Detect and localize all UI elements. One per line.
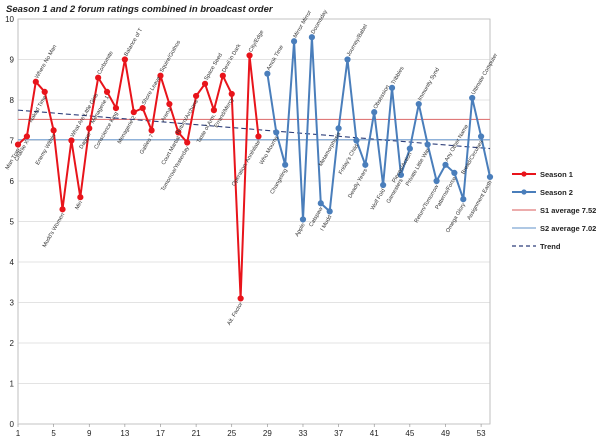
legend-marker — [521, 171, 527, 177]
x-tick-label: 45 — [405, 429, 414, 438]
data-point — [308, 34, 315, 41]
legend-entry: Season 2 — [512, 188, 573, 197]
data-point — [166, 100, 173, 108]
legend-label: S2 average 7.02 — [540, 224, 596, 233]
data-point — [228, 90, 235, 98]
data-point — [335, 125, 342, 132]
x-tick-label: 5 — [51, 429, 56, 438]
data-point — [273, 129, 280, 136]
x-tick-label: 13 — [120, 429, 129, 438]
data-point — [112, 105, 120, 112]
data-point — [486, 173, 494, 181]
data-point — [121, 56, 128, 63]
data-point — [68, 137, 75, 144]
series-line — [17, 55, 260, 299]
data-point — [290, 38, 298, 45]
y-tick-label: 10 — [5, 15, 14, 24]
data-point — [193, 92, 200, 100]
y-tick-label: 3 — [10, 299, 15, 308]
x-tick-label: 53 — [477, 429, 486, 438]
data-point — [210, 107, 218, 114]
legend-entry: Trend — [512, 242, 561, 251]
y-tick-label: 1 — [10, 380, 15, 389]
y-tick-label: 4 — [10, 258, 15, 267]
data-point — [103, 88, 111, 96]
y-tick-label: 0 — [10, 420, 15, 429]
legend-label: S1 average 7.52 — [540, 206, 596, 215]
data-point — [388, 84, 396, 91]
data-point — [326, 208, 333, 215]
data-point — [433, 177, 440, 185]
data-point — [184, 139, 191, 146]
data-point — [255, 133, 262, 140]
x-tick-label: 17 — [156, 429, 165, 438]
data-point — [95, 74, 102, 81]
data-point — [246, 52, 253, 59]
legend-label: Season 2 — [540, 188, 573, 197]
data-point — [148, 127, 155, 134]
data-point — [442, 161, 449, 168]
x-tick-label: 21 — [192, 429, 201, 438]
data-point — [77, 194, 84, 201]
x-tick-label: 9 — [87, 429, 92, 438]
data-point — [424, 141, 431, 148]
data-point — [157, 72, 164, 79]
data-point — [380, 181, 387, 189]
legend-label: Trend — [540, 242, 561, 251]
x-tick-label: 37 — [334, 429, 343, 438]
data-point — [23, 133, 31, 140]
x-tick-label: 33 — [299, 429, 308, 438]
x-tick-label: 29 — [263, 429, 272, 438]
data-point — [344, 56, 351, 63]
chart-title: Season 1 and 2 forum ratings combined in… — [6, 4, 274, 15]
data-point — [371, 109, 378, 116]
data-point — [130, 109, 137, 116]
data-label: Miri — [74, 200, 84, 211]
data-point — [32, 78, 39, 85]
data-point — [86, 125, 93, 132]
y-tick-label: 9 — [10, 56, 15, 65]
data-point — [175, 129, 182, 136]
legend-entry: S2 average 7.02 — [512, 224, 596, 233]
data-point — [237, 295, 244, 302]
data-point — [451, 169, 458, 176]
x-tick-label: 49 — [441, 429, 450, 438]
data-point — [139, 105, 146, 112]
data-point — [477, 133, 485, 140]
y-tick-label: 2 — [10, 339, 15, 348]
data-point — [201, 80, 209, 87]
data-point — [415, 100, 422, 108]
data-point — [362, 161, 369, 168]
data-point — [59, 206, 66, 213]
y-tick-label: 8 — [10, 96, 15, 105]
data-point — [317, 200, 324, 207]
y-tick-label: 5 — [10, 218, 15, 227]
data-point — [406, 145, 413, 152]
data-point — [14, 141, 22, 148]
x-tick-label: 25 — [227, 429, 236, 438]
legend-marker — [521, 189, 527, 195]
data-point — [299, 216, 307, 223]
data-point — [460, 196, 467, 203]
y-tick-label: 6 — [10, 177, 15, 186]
data-point — [264, 70, 271, 77]
data-point — [50, 127, 57, 134]
data-point — [397, 171, 405, 179]
legend-label: Season 1 — [540, 170, 573, 179]
data-point — [41, 88, 48, 96]
data-point — [219, 72, 226, 79]
legend-entry: S1 average 7.52 — [512, 206, 596, 215]
data-point — [353, 137, 360, 144]
data-point — [282, 161, 289, 168]
x-tick-label: 41 — [370, 429, 379, 438]
x-tick-label: 1 — [16, 429, 21, 438]
data-point — [469, 94, 476, 102]
y-tick-label: 7 — [10, 137, 15, 146]
legend-entry: Season 1 — [512, 170, 573, 179]
